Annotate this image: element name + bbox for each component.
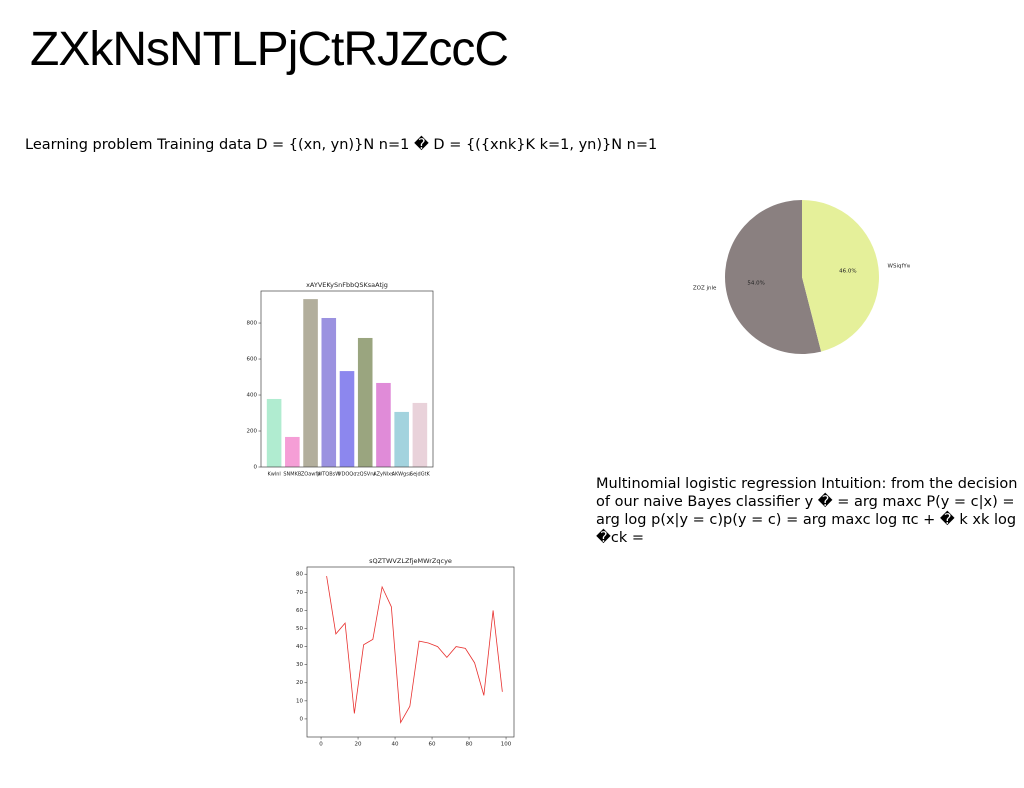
axes-frame (260, 290, 434, 468)
x-tick-label: 100 (501, 742, 512, 748)
bar (339, 371, 355, 467)
x-tick-label: ZOawfp (301, 472, 320, 478)
x-tick-label: 0 (319, 742, 323, 748)
bar (394, 411, 409, 467)
bar-chart: xAYVEKySnFbbQSKsaAtjg Kwlnl SNMKB ZOawfpWTQ… (247, 281, 434, 478)
y-tick-label: 200 (247, 429, 258, 435)
bar (357, 337, 373, 467)
line-series (326, 575, 503, 724)
y-tick-label: 40 (296, 644, 303, 650)
y-tick-label: 50 (296, 626, 303, 632)
x-tick-label: SejdGtK (410, 472, 431, 478)
x-tick-label: 80 (466, 742, 473, 748)
slice-value: 54.0% (747, 280, 764, 286)
y-tick-label: 10 (296, 698, 303, 704)
x-tick-label: AKWgsx (392, 472, 412, 478)
pie-slice (802, 200, 879, 352)
x-tick-label: 60 (429, 742, 436, 748)
bar (412, 402, 428, 467)
bar (285, 436, 300, 467)
slice-label: WSiqfYwP (888, 264, 910, 270)
y-tick-label: 0 (300, 716, 304, 722)
chart-title: sQZTWVZLZfjeMWrZqcye (369, 557, 452, 565)
x-tick-label: Kwlnl (267, 472, 280, 478)
y-tick-label: 70 (296, 590, 303, 596)
y-tick-label: 0 (254, 465, 258, 471)
axes-frame (306, 566, 515, 738)
x-tick-label: VDOQc (338, 472, 356, 478)
bar (266, 398, 282, 467)
y-tick-label: 600 (247, 357, 258, 363)
bar (321, 317, 337, 467)
y-tick-label: 800 (247, 321, 258, 327)
x-tick-label: AZyNlxs (373, 472, 394, 478)
x-tick-label: WTQBsW (317, 472, 340, 478)
x-tick-label: SNMKB (283, 472, 302, 478)
x-tick-label: 20 (355, 742, 362, 748)
slice-label: ZOZ jnle (693, 285, 717, 291)
chart-title: xAYVEKySnFbbQSKsaAtjg (306, 281, 388, 289)
y-tick-label: 80 (296, 572, 303, 578)
slice-value: 46.0% (839, 269, 856, 275)
y-tick-label: 20 (296, 680, 303, 686)
line-chart: sQZTWVZLZfjeMWrZqcye 0 20 40 60 80 100 0 10 20 30 4… (296, 557, 515, 748)
pie-chart: ZOZ jnle 54.0% WSiqfYwP 46.0% (693, 200, 910, 354)
bar (303, 299, 318, 467)
y-tick-label: 400 (247, 393, 258, 399)
x-tick-label: 40 (392, 742, 399, 748)
y-tick-label: 60 (296, 608, 303, 614)
page-title: ZXkNsNTLPjCtRJZccC (30, 23, 509, 76)
bar (376, 382, 391, 467)
paragraph: Learning problem Training data D = {(xn,… (25, 137, 658, 153)
paragraph: Multinomial logistic regression Intuitio… (596, 476, 1018, 546)
y-tick-label: 30 (296, 662, 303, 668)
x-tick-label: rzQSVru (355, 472, 375, 478)
pie-slice (725, 200, 822, 354)
